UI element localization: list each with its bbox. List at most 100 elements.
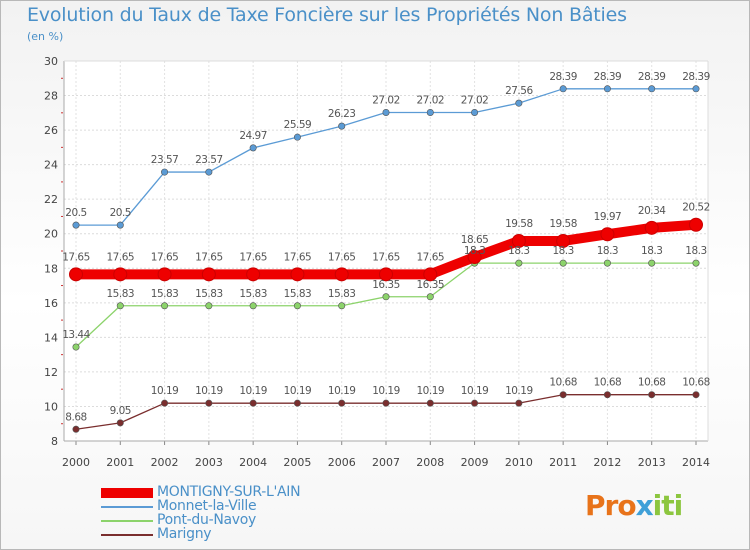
point-marigny-2012 [603, 391, 611, 399]
point-montigny-2006 [334, 267, 349, 282]
x-tick-label-2009: 2009 [461, 456, 489, 469]
point-montigny-2004 [246, 267, 261, 282]
chart-title: Evolution du Taux de Taxe Foncière sur l… [27, 4, 627, 26]
point-montigny-2008 [423, 267, 438, 282]
point-marigny-2000 [72, 425, 80, 433]
logo-part-2: x [635, 489, 654, 522]
point-montigny-2013 [644, 220, 659, 235]
point-montigny-2011 [556, 233, 571, 248]
x-tick-label-2008: 2008 [416, 456, 444, 469]
data-label-marigny-2007: 10.19 [372, 385, 400, 397]
x-tick-label-2005: 2005 [283, 456, 311, 469]
data-label-marigny-2003: 10.19 [195, 385, 223, 397]
data-label-marigny-2000: 8.68 [65, 411, 86, 423]
data-label-montigny-2009: 18.65 [461, 234, 489, 246]
legend-swatch-montigny [101, 488, 153, 498]
y-tick-label-18: 18 [44, 262, 58, 275]
data-label-marigny-2011: 10.68 [549, 377, 577, 389]
data-label-pont-2007: 16.35 [372, 279, 400, 291]
data-label-pont-2003: 15.83 [195, 288, 223, 300]
point-monnet-2008 [426, 108, 434, 116]
data-label-pont-2008: 16.35 [417, 279, 445, 291]
point-marigny-2007 [382, 399, 390, 407]
data-label-montigny-2013: 20.34 [638, 205, 666, 217]
point-monnet-2003 [205, 168, 213, 176]
data-label-marigny-2014: 10.68 [682, 377, 710, 389]
point-pont-2003 [205, 302, 213, 310]
point-marigny-2006 [338, 399, 346, 407]
logo-part-3: iti [652, 489, 684, 522]
point-monnet-2006 [338, 122, 346, 130]
point-monnet-2005 [293, 133, 301, 141]
data-label-monnet-2004: 24.97 [239, 130, 267, 142]
point-montigny-2001 [113, 267, 128, 282]
point-monnet-2004 [249, 144, 257, 152]
point-pont-2005 [293, 302, 301, 310]
data-label-montigny-2001: 17.65 [107, 251, 135, 263]
data-label-montigny-2007: 17.65 [372, 251, 400, 263]
data-label-pont-2004: 15.83 [239, 288, 267, 300]
logo-part-1: Pro [585, 489, 637, 522]
data-label-monnet-2002: 23.57 [151, 154, 179, 166]
y-tick-label-10: 10 [44, 400, 58, 413]
point-marigny-2011 [559, 391, 567, 399]
data-label-marigny-2013: 10.68 [638, 377, 666, 389]
x-tick-label-2010: 2010 [505, 456, 533, 469]
point-pont-2011 [559, 259, 567, 267]
x-tick-label-2007: 2007 [372, 456, 400, 469]
point-monnet-2010 [515, 99, 523, 107]
data-label-pont-2009: 18.3 [464, 245, 485, 257]
data-label-monnet-2005: 25.59 [284, 119, 312, 131]
x-tick-label-2002: 2002 [151, 456, 179, 469]
x-tick-label-2012: 2012 [593, 456, 621, 469]
point-marigny-2002 [161, 399, 169, 407]
y-tick-label-26: 26 [44, 124, 58, 137]
point-marigny-2003 [205, 399, 213, 407]
data-label-monnet-2009: 27.02 [461, 94, 489, 106]
data-label-montigny-2000: 17.65 [62, 251, 90, 263]
data-label-marigny-2004: 10.19 [239, 385, 267, 397]
legend-label-pont: Pont-du-Navoy [157, 512, 257, 528]
point-monnet-2007 [382, 108, 390, 116]
x-tick-label-2014: 2014 [682, 456, 710, 469]
point-pont-2013 [648, 259, 656, 267]
y-tick-label-20: 20 [44, 228, 58, 241]
point-monnet-2000 [72, 221, 80, 229]
point-pont-2002 [161, 302, 169, 310]
y-tick-label-8: 8 [51, 435, 58, 448]
data-label-montigny-2011: 19.58 [549, 218, 577, 230]
y-tick-label-30: 30 [44, 55, 58, 68]
data-label-marigny-2009: 10.19 [461, 385, 489, 397]
data-label-monnet-2014: 28.39 [682, 71, 710, 83]
y-tick-label-24: 24 [44, 159, 58, 172]
data-label-pont-2002: 15.83 [151, 288, 179, 300]
y-tick-label-16: 16 [44, 297, 58, 310]
data-label-marigny-2002: 10.19 [151, 385, 179, 397]
data-label-monnet-2000: 20.5 [65, 207, 86, 219]
data-label-montigny-2012: 19.97 [594, 211, 622, 223]
data-label-montigny-2010: 19.58 [505, 218, 533, 230]
data-label-monnet-2013: 28.39 [638, 71, 666, 83]
point-monnet-2013 [648, 85, 656, 93]
data-label-pont-2001: 15.83 [107, 288, 135, 300]
point-marigny-2010 [515, 399, 523, 407]
point-marigny-2014 [692, 391, 700, 399]
legend-label-monnet: Monnet-la-Ville [157, 498, 257, 514]
data-label-marigny-2001: 9.05 [110, 405, 131, 417]
legend-swatch-monnet [101, 506, 153, 508]
data-label-montigny-2014: 20.52 [682, 202, 710, 214]
point-monnet-2014 [692, 85, 700, 93]
legend-label-marigny: Marigny [157, 526, 212, 542]
data-label-monnet-2011: 28.39 [549, 71, 577, 83]
y-tick-label-14: 14 [44, 331, 58, 344]
point-montigny-2014 [689, 217, 703, 232]
y-tick-label-12: 12 [44, 366, 58, 379]
data-label-monnet-2008: 27.02 [417, 94, 445, 106]
point-pont-2004 [249, 302, 257, 310]
legend-swatch-pont [101, 520, 153, 522]
chart-subtitle: (en %) [27, 30, 64, 43]
point-pont-2010 [515, 259, 523, 267]
data-label-pont-2005: 15.83 [284, 288, 312, 300]
data-label-montigny-2008: 17.65 [417, 251, 445, 263]
data-label-montigny-2003: 17.65 [195, 251, 223, 263]
